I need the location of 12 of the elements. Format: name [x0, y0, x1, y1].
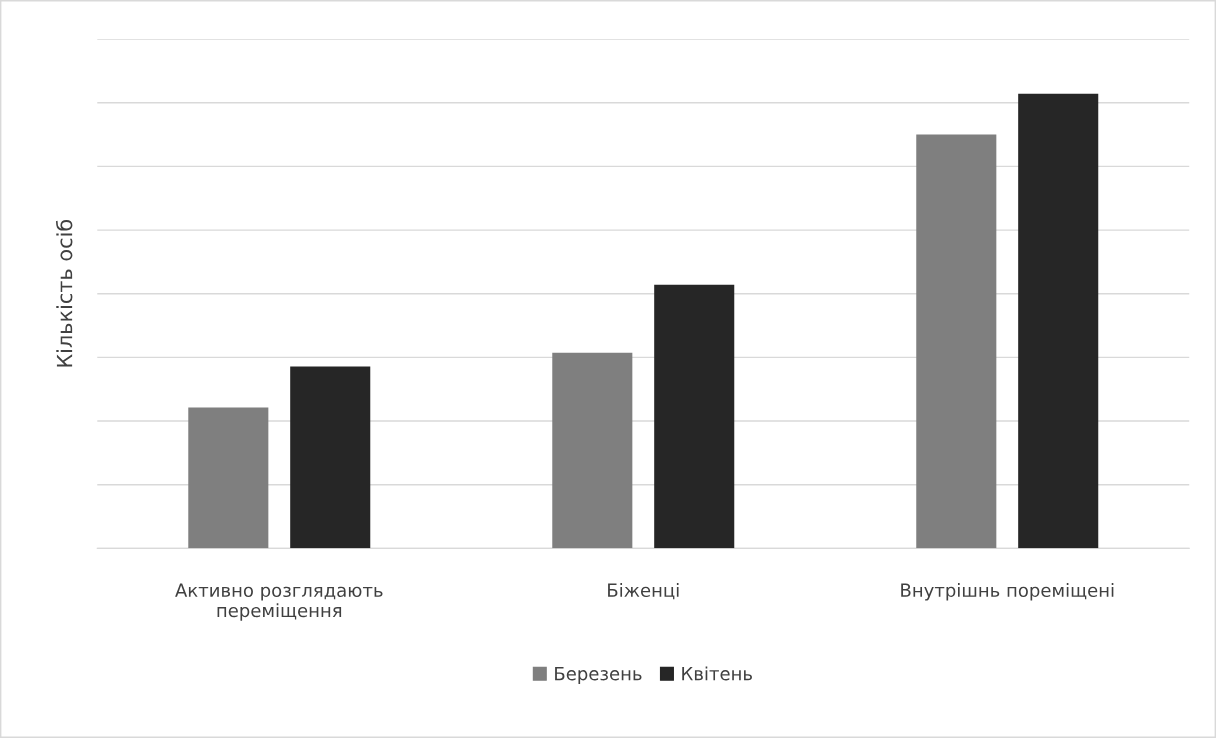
x-tick-label: Біженці: [608, 583, 679, 600]
bar: [552, 352, 633, 549]
bar: [916, 134, 997, 549]
x-tick-label: Внутрішнь пореміщені: [901, 583, 1114, 601]
y-axis-title: Кількість осіб: [55, 219, 73, 367]
x-tick-label: Активно розглядають переміщення: [175, 583, 383, 621]
legend-label: Квітень: [682, 666, 752, 681]
bar: [188, 407, 269, 549]
bar: [290, 366, 371, 549]
legend-label: Березень: [555, 666, 642, 684]
bar: [1018, 93, 1099, 549]
bar: [654, 284, 735, 549]
